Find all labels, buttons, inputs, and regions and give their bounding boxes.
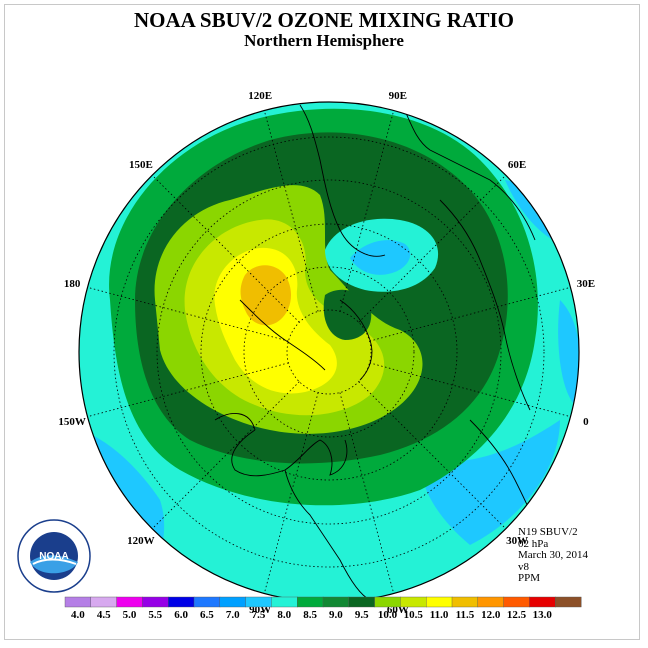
coastline-greenland xyxy=(339,299,373,381)
meridian-line xyxy=(358,174,507,323)
legend-swatch xyxy=(374,596,401,608)
legend-swatch xyxy=(555,596,582,608)
chart-subtitle: Northern Hemisphere xyxy=(244,31,404,50)
legend-swatch xyxy=(167,596,195,608)
legend-swatch xyxy=(219,596,247,608)
legend-tick-label: 8.5 xyxy=(303,609,317,621)
plot-frame xyxy=(4,4,640,640)
contour-7-5-patch-s xyxy=(420,420,560,545)
info-block: N19 SBUV/2 02 hPa March 30, 2014 v8 PPM xyxy=(518,526,588,585)
latitude-circle-80n xyxy=(286,309,372,395)
meridian-line xyxy=(151,381,300,530)
legend-swatch xyxy=(90,596,118,608)
color-legend: 4.0 4.5 5.0 5.5 6.0 6.5 7.0 7.5 8.0 8.5 9.0 9.5 10.0… xyxy=(64,596,582,621)
legend-tick-label: 8.0 xyxy=(277,609,291,621)
coastline-asia-south xyxy=(399,102,536,241)
latitude-circle-60n xyxy=(200,223,458,481)
legend-swatch xyxy=(451,596,479,608)
legend-tick-label: 9.5 xyxy=(355,609,369,621)
meridian-line xyxy=(87,362,289,418)
info-version: v8 xyxy=(518,560,529,573)
legend-swatch xyxy=(64,596,92,608)
legend-tick-label: 11.5 xyxy=(456,609,475,621)
contour-7-5-patch-ne xyxy=(440,102,505,136)
noaa-logo-text: NOAA xyxy=(39,551,68,562)
legend-swatch xyxy=(271,596,298,608)
legend-tick-label: 6.5 xyxy=(200,609,214,621)
legend-swatch xyxy=(297,596,324,608)
longitude-label: 150E xyxy=(129,159,153,171)
chart-title: NOAA SBUV/2 OZONE MIXING RATIO xyxy=(134,8,514,32)
legend-swatch xyxy=(503,596,530,608)
legend-swatch xyxy=(426,596,453,608)
legend-tick-label: 5.5 xyxy=(148,609,162,621)
longitude-label: 180 xyxy=(64,278,81,290)
legend-tick-label: 11.0 xyxy=(430,609,449,621)
meridian-line xyxy=(263,392,319,594)
graticule xyxy=(87,110,571,594)
info-level: 02 hPa xyxy=(518,537,549,550)
coastline-north-america xyxy=(231,429,348,477)
longitude-label: 120E xyxy=(248,90,272,102)
legend-swatch xyxy=(142,596,169,608)
coastline-europe xyxy=(439,199,531,411)
longitude-label: 30W xyxy=(506,535,528,547)
longitude-label: 0 xyxy=(583,416,589,428)
meridian-line xyxy=(369,362,571,418)
coastline-asia-east xyxy=(299,104,386,257)
legend-tick-label: 10.5 xyxy=(404,609,424,621)
legend-swatch xyxy=(477,596,505,608)
meridian-line xyxy=(263,110,319,312)
legend-swatch xyxy=(116,596,143,608)
legend-tick-label: 6.0 xyxy=(174,609,188,621)
info-date: March 30, 2014 xyxy=(518,549,588,561)
meridian-line xyxy=(369,286,571,342)
legend-tick-label: 4.5 xyxy=(97,609,111,621)
coastline-central-america xyxy=(284,469,371,601)
contour-7-5-patch-e2 xyxy=(558,300,579,405)
longitude-label: 150W xyxy=(58,416,86,428)
longitude-label: 120W xyxy=(127,535,155,547)
info-units: PPM xyxy=(518,572,541,584)
legend-swatch xyxy=(322,596,350,608)
legend-tick-label: 4.0 xyxy=(71,609,85,621)
legend-tick-label: 12.0 xyxy=(481,609,501,621)
legend-tick-label: 7.5 xyxy=(252,609,266,621)
legend-tick-label: 5.0 xyxy=(123,609,137,621)
legend-swatch xyxy=(400,596,427,608)
longitude-label: 30E xyxy=(577,278,595,290)
legend-swatch xyxy=(193,596,221,608)
info-satellite: N19 SBUV/2 xyxy=(518,526,578,538)
latitude-circle-70n xyxy=(243,266,415,438)
meridian-line xyxy=(87,286,289,342)
contour-9-0-inner xyxy=(323,289,372,340)
legend-tick-label: 12.5 xyxy=(507,609,527,621)
latitude-circle-50n xyxy=(156,179,502,525)
longitude-label: 90E xyxy=(389,90,407,102)
latitude-circle-40n xyxy=(113,136,545,568)
legend-tick-label: 13.0 xyxy=(533,609,553,621)
legend-tick-label: 7.0 xyxy=(226,609,240,621)
longitude-label: 60E xyxy=(508,159,526,171)
coastline-arctic-islands xyxy=(239,299,326,371)
legend-swatch xyxy=(529,596,556,608)
meridian-line xyxy=(339,392,395,594)
meridian-line xyxy=(151,174,300,323)
contour-low-7-5 xyxy=(350,240,411,275)
legend-tick-label: 10.0 xyxy=(378,609,398,621)
meridian-line xyxy=(358,381,507,530)
legend-swatch xyxy=(348,596,376,608)
legend-swatch xyxy=(245,596,272,608)
noaa-logo: NOAA xyxy=(16,518,92,594)
legend-tick-label: 9.0 xyxy=(329,609,343,621)
meridian-line xyxy=(339,110,395,312)
